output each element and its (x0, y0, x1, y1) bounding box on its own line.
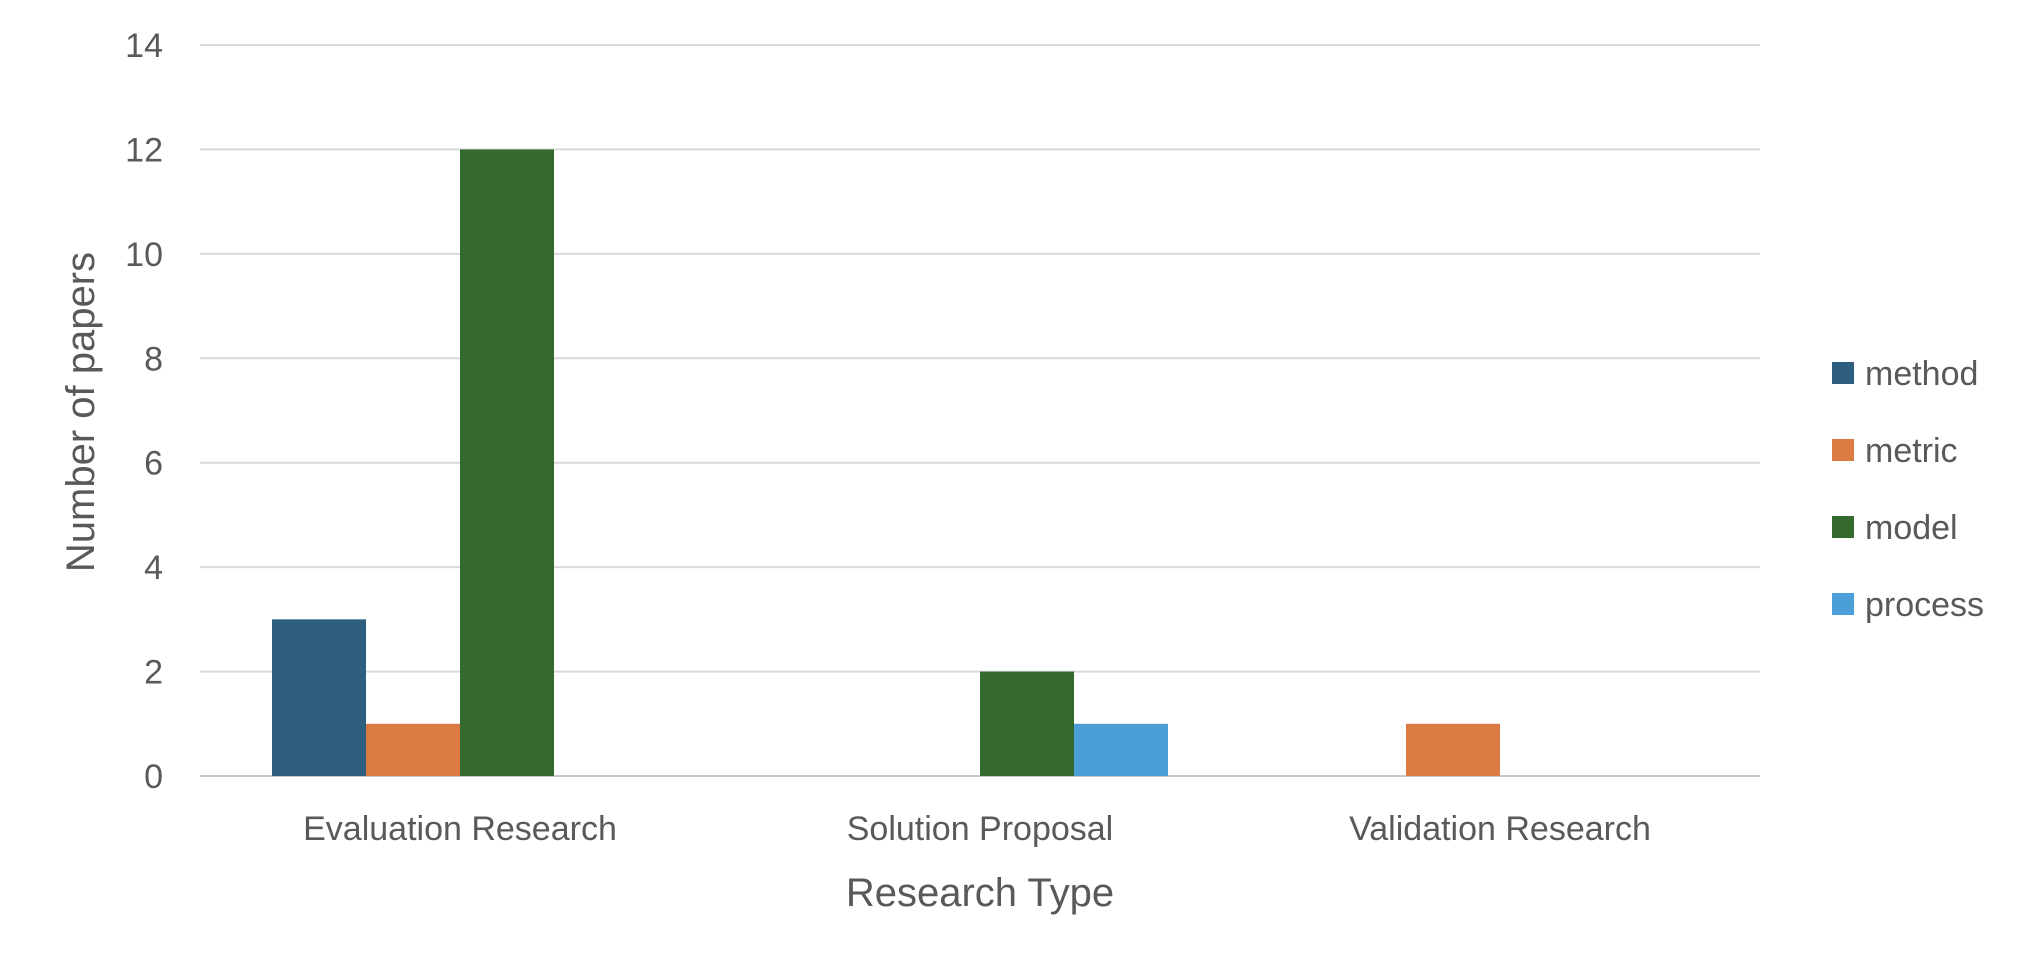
x-tick-label: Evaluation Research (303, 810, 617, 848)
axes: 0 2 4 6 8 10 12 14 Evaluation Research Solution P… (125, 27, 1651, 848)
x-tick-label: Validation Research (1349, 810, 1651, 848)
bar-model (980, 671, 1074, 776)
legend-label-model: model (1865, 509, 1958, 547)
y-tick-label: 0 (144, 758, 163, 796)
bar-model (460, 149, 554, 776)
bars (272, 149, 1500, 776)
y-tick-label: 6 (144, 445, 163, 483)
bar-metric (1406, 723, 1500, 776)
x-tick-label: Solution Proposal (847, 810, 1114, 848)
bar-process (1074, 723, 1168, 776)
bar-metric (366, 723, 460, 776)
legend-swatch-process (1832, 593, 1854, 615)
y-tick-label: 14 (125, 27, 163, 65)
legend: method metric model process (1832, 355, 1984, 624)
y-tick-label: 4 (144, 549, 163, 587)
gridlines (200, 44, 1760, 777)
legend-swatch-method (1832, 362, 1854, 384)
y-tick-label: 10 (125, 236, 163, 274)
legend-swatch-model (1832, 516, 1854, 538)
y-tick-label: 2 (144, 654, 163, 692)
y-tick-label: 12 (125, 131, 163, 169)
bar-method (272, 619, 366, 776)
legend-swatch-metric (1832, 439, 1854, 461)
legend-label-method: method (1865, 355, 1978, 393)
x-axis-title: Research Type (846, 871, 1114, 915)
legend-label-metric: metric (1865, 432, 1958, 470)
y-axis-title: Number of papers (59, 252, 103, 572)
legend-label-process: process (1865, 586, 1984, 624)
y-tick-label: 8 (144, 340, 163, 378)
